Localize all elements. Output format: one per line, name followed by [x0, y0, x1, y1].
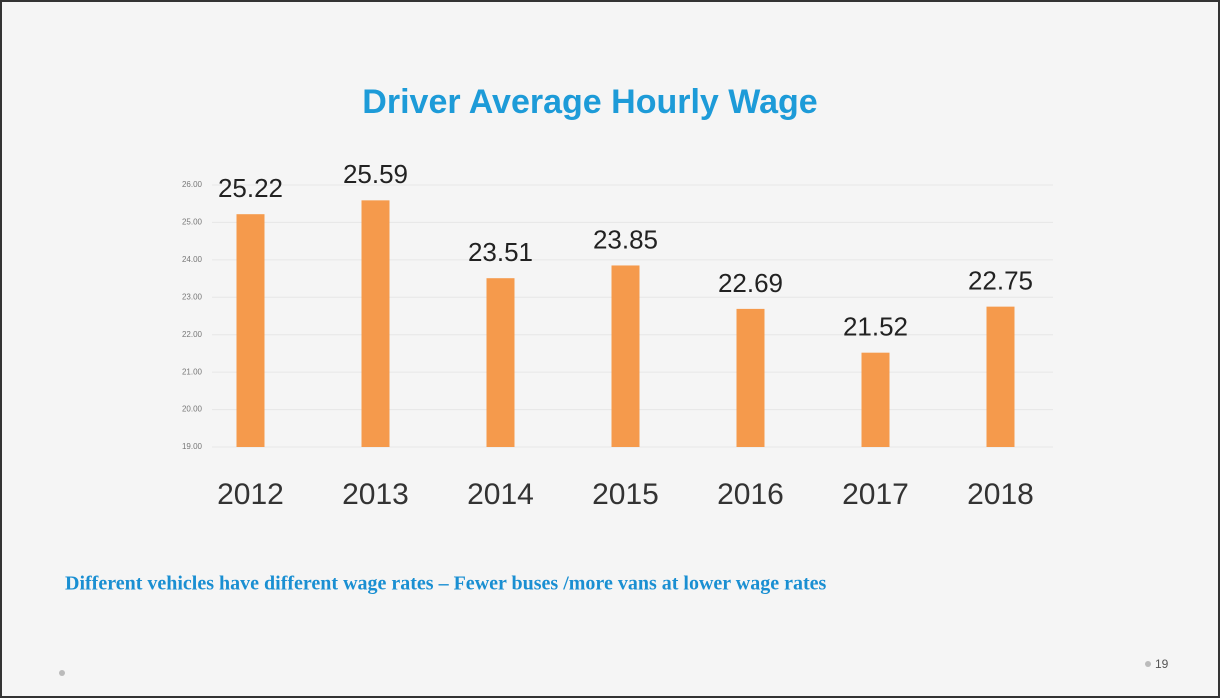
caption: Different vehicles have different wage r… [65, 573, 827, 595]
y-tick-label: 21.00 [182, 367, 203, 376]
x-tick-label: 2015 [592, 478, 659, 511]
y-tick-label: 19.00 [182, 442, 203, 451]
bar [986, 306, 1015, 447]
x-tick-label: 2018 [967, 478, 1034, 511]
x-tick-label: 2012 [217, 478, 284, 511]
bar [611, 265, 640, 447]
chart-title: Driver Average Hourly Wage [362, 83, 817, 121]
data-label: 23.51 [468, 237, 533, 267]
y-tick-label: 22.00 [182, 330, 203, 339]
y-tick-label: 24.00 [182, 255, 203, 264]
y-tick-label: 20.00 [182, 405, 203, 414]
bullet-dot [1145, 661, 1151, 667]
data-label: 25.59 [343, 159, 408, 189]
bar [236, 214, 265, 447]
data-label: 22.69 [718, 268, 783, 298]
y-tick-label: 25.00 [182, 218, 203, 227]
bar [361, 200, 390, 447]
bar [486, 278, 515, 447]
bullet-dot [59, 670, 65, 676]
x-tick-label: 2014 [467, 478, 534, 511]
x-tick-label: 2017 [842, 478, 909, 511]
bar [736, 308, 765, 447]
data-label: 23.85 [593, 224, 658, 254]
y-tick-label: 23.00 [182, 292, 203, 301]
data-label: 21.52 [843, 312, 908, 342]
x-tick-label: 2013 [342, 478, 409, 511]
data-label: 25.22 [218, 173, 283, 203]
data-label: 22.75 [968, 266, 1033, 296]
bar [861, 352, 890, 447]
y-tick-label: 26.00 [182, 180, 203, 189]
x-tick-label: 2016 [717, 478, 784, 511]
page-number: 19 [1155, 657, 1169, 671]
